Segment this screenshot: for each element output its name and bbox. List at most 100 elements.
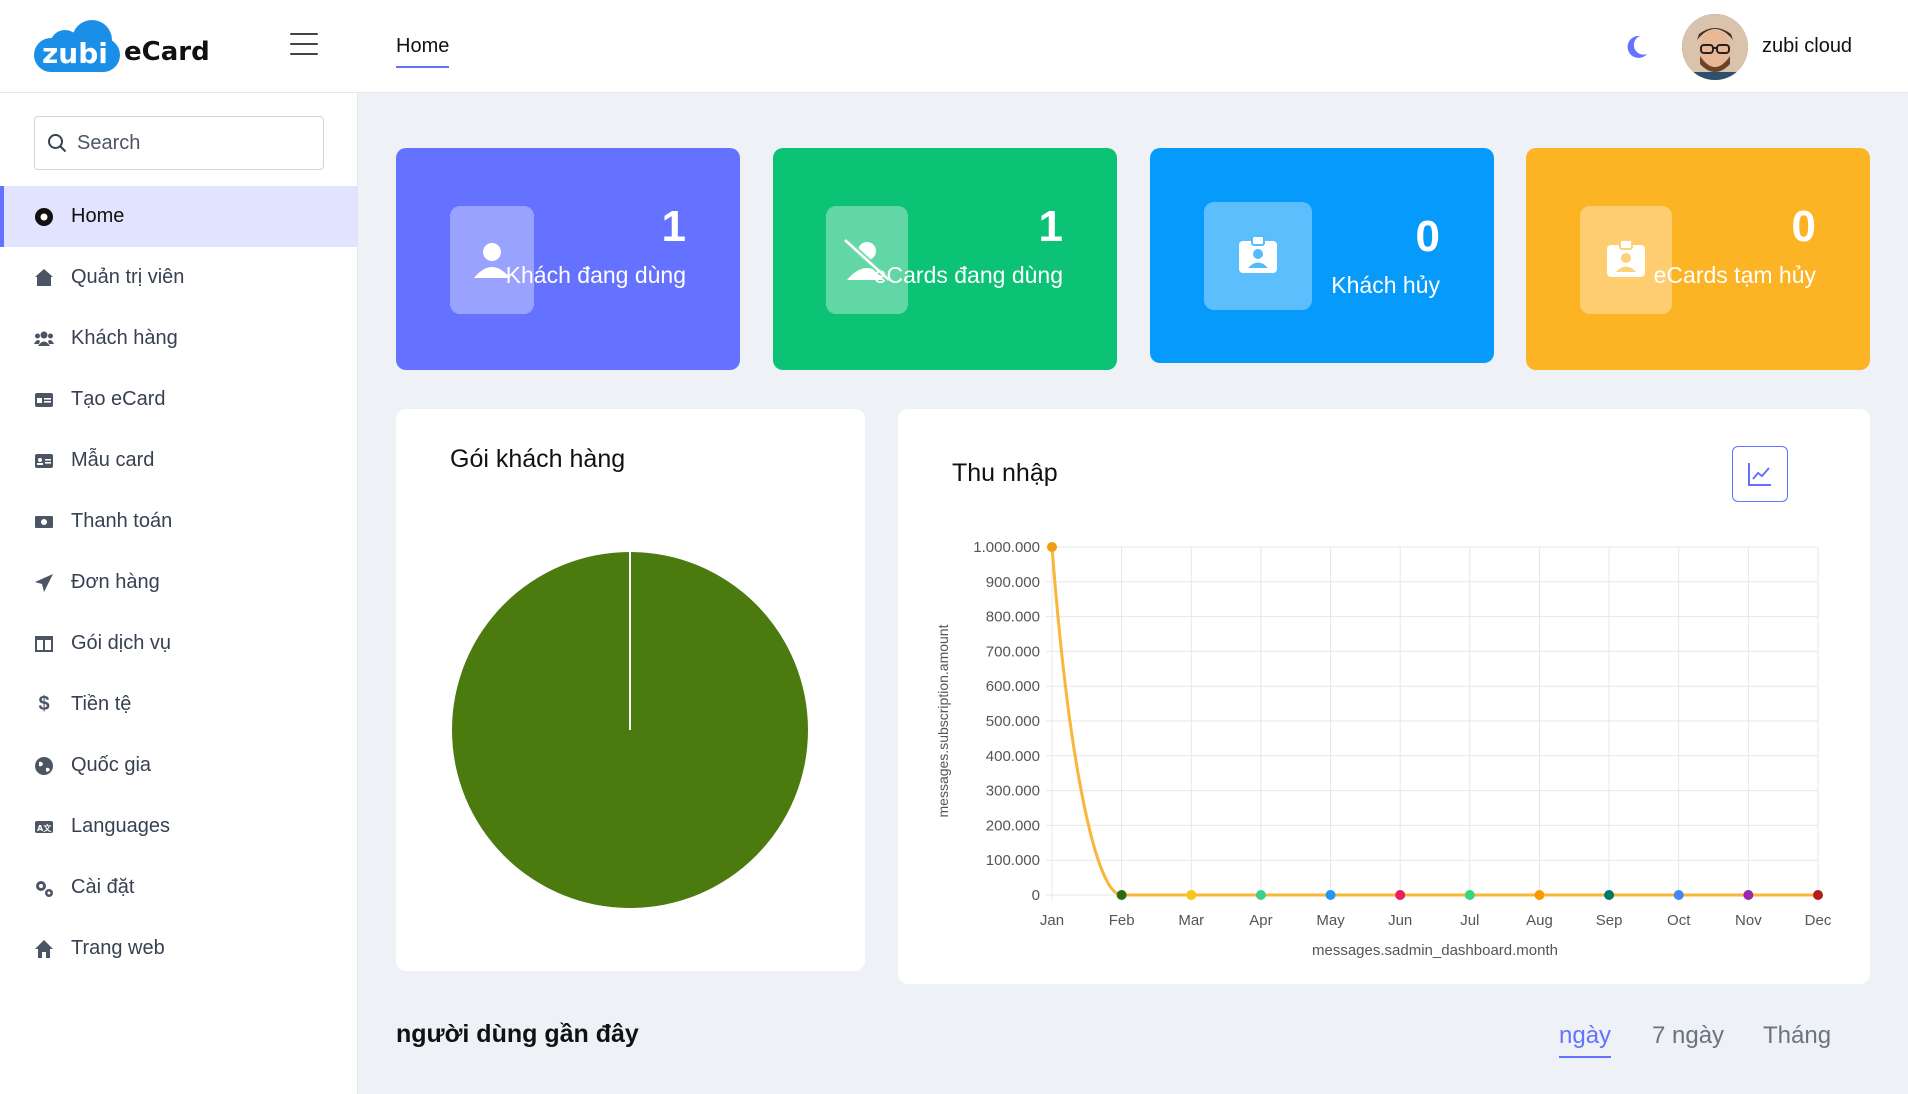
sidebar-item-website[interactable]: Trang web	[0, 918, 358, 979]
brand-logo[interactable]: zubi eCard	[34, 18, 210, 74]
x-tick-label: Mar	[1178, 912, 1204, 929]
y-tick-label: 0	[1032, 887, 1040, 904]
chart-type-button[interactable]	[1732, 446, 1788, 502]
panel-title: Gói khách hàng	[450, 445, 626, 473]
x-tick-label: Sep	[1596, 912, 1623, 929]
pie-chart	[452, 552, 808, 908]
x-tick-label: Jun	[1388, 912, 1412, 929]
card-template-icon	[33, 450, 55, 472]
stat-label: eCards tạm hủy	[1653, 262, 1816, 288]
globe-icon	[33, 755, 55, 777]
line-chart-icon	[1748, 463, 1771, 486]
sidebar-nav: Home Quản trị viên Khách hàng Tạo eCard …	[0, 186, 358, 979]
y-tick-label: 1.000.000	[973, 539, 1040, 556]
y-tick-label: 900.000	[986, 574, 1040, 591]
stat-card-suspended-ecards: 0 eCards tạm hủy	[1526, 148, 1870, 370]
data-point	[1604, 890, 1615, 900]
sidebar-item-plans[interactable]: Gói dịch vụ	[0, 613, 358, 674]
user-name[interactable]: zubi cloud	[1762, 35, 1853, 57]
sidebar-item-label: Tạo eCard	[71, 388, 166, 410]
id-card-icon	[33, 389, 55, 411]
sidebar-item-label: Quản trị viên	[71, 266, 185, 288]
stat-value: 0	[1415, 212, 1440, 261]
id-badge-icon	[1580, 206, 1672, 314]
x-tick-label: Nov	[1735, 912, 1762, 929]
recent-users-title: người dùng gần đây	[396, 1020, 639, 1048]
sidebar-item-label: Home	[71, 205, 125, 227]
home-icon	[33, 938, 55, 960]
sidebar-item-settings[interactable]: Cài đặt	[0, 857, 358, 918]
table-columns-icon	[33, 633, 55, 655]
stat-value: 1	[661, 202, 686, 251]
sidebar-item-create-ecard[interactable]: Tạo eCard	[0, 369, 358, 430]
circle-dot-icon	[33, 206, 55, 228]
paper-plane-icon	[33, 572, 55, 594]
logo-text: zubi	[42, 37, 108, 70]
cloud-logo-icon: zubi	[34, 18, 120, 74]
y-tick-label: 600.000	[986, 678, 1040, 695]
user-shield-icon	[33, 267, 55, 289]
sidebar-item-label: Mẫu card	[71, 449, 155, 471]
income-line-chart: 0 100.000 200.000 300.000 400.000 500.000 600.…	[935, 539, 1832, 959]
tab-day[interactable]: ngày	[1559, 1022, 1612, 1058]
tab-month[interactable]: Tháng	[1763, 1022, 1832, 1049]
sidebar-item-orders[interactable]: Đơn hàng	[0, 552, 358, 613]
data-point	[1743, 890, 1754, 900]
data-point	[1813, 890, 1823, 900]
language-icon: A文	[33, 816, 55, 838]
x-axis-label: messages.sadmin_dashboard.month	[1312, 942, 1558, 959]
users-icon	[33, 328, 55, 350]
data-point	[1395, 890, 1406, 900]
sidebar-item-currencies[interactable]: $ Tiền tệ	[0, 674, 358, 735]
data-point	[1255, 890, 1266, 900]
sidebar-item-card-templates[interactable]: Mẫu card	[0, 430, 358, 491]
x-tick-label: Apr	[1249, 912, 1272, 929]
sidebar-item-payments[interactable]: Thanh toán	[0, 491, 358, 552]
data-point	[1673, 890, 1684, 900]
top-header: zubi eCard Home zubi cloud	[0, 0, 1908, 93]
y-tick-label: 700.000	[986, 643, 1040, 660]
dollar-icon: $	[38, 693, 50, 715]
stat-value: 0	[1791, 202, 1816, 251]
x-tick-label: Jul	[1460, 912, 1479, 929]
sidebar: Home Quản trị viên Khách hàng Tạo eCard …	[0, 93, 358, 1094]
moon-icon[interactable]	[1622, 33, 1650, 61]
sidebar-item-label: Trang web	[71, 937, 165, 959]
stat-label: Khách hủy	[1331, 272, 1440, 298]
sidebar-item-label: Cài đặt	[71, 876, 135, 898]
data-point	[1464, 890, 1475, 900]
search-input[interactable]	[77, 131, 307, 155]
x-tick-label: Jan	[1040, 912, 1064, 929]
customer-plans-panel: Gói khách hàng	[396, 409, 865, 971]
stat-label: Khách đang dùng	[505, 262, 686, 288]
sidebar-item-label: Quốc gia	[71, 754, 152, 776]
sidebar-item-customers[interactable]: Khách hàng	[0, 308, 358, 369]
data-point	[1534, 890, 1545, 900]
search-box[interactable]	[34, 116, 324, 170]
data-point	[1047, 542, 1057, 552]
user-icon	[450, 206, 534, 314]
tab-7-days[interactable]: 7 ngày	[1652, 1022, 1725, 1049]
sidebar-item-home[interactable]: Home	[0, 186, 358, 247]
stat-card-cancelled-customers: 0 Khách hủy	[1150, 148, 1494, 363]
tab-home[interactable]: Home	[396, 35, 450, 68]
x-tick-label: Aug	[1526, 912, 1553, 929]
avatar[interactable]	[1682, 14, 1748, 80]
x-tick-label: Dec	[1805, 912, 1832, 929]
sidebar-item-countries[interactable]: Quốc gia	[0, 735, 358, 796]
stat-label: eCards đang dùng	[873, 262, 1063, 288]
sidebar-item-label: Thanh toán	[71, 510, 173, 532]
menu-toggle-icon[interactable]	[290, 33, 318, 55]
sidebar-item-label: Gói dịch vụ	[71, 632, 172, 654]
x-tick-label: Oct	[1667, 912, 1691, 929]
data-point	[1325, 890, 1336, 900]
sidebar-item-languages[interactable]: A文 Languages	[0, 796, 358, 857]
y-tick-label: 800.000	[986, 609, 1040, 626]
sidebar-item-label: Tiền tệ	[71, 693, 132, 715]
y-tick-label: 100.000	[986, 852, 1040, 869]
y-axis-label: messages.subscription.amount	[935, 624, 951, 817]
x-tick-label: Feb	[1109, 912, 1135, 929]
sidebar-item-label: Đơn hàng	[71, 571, 160, 593]
y-tick-label: 400.000	[986, 748, 1040, 765]
sidebar-item-admins[interactable]: Quản trị viên	[0, 247, 358, 308]
